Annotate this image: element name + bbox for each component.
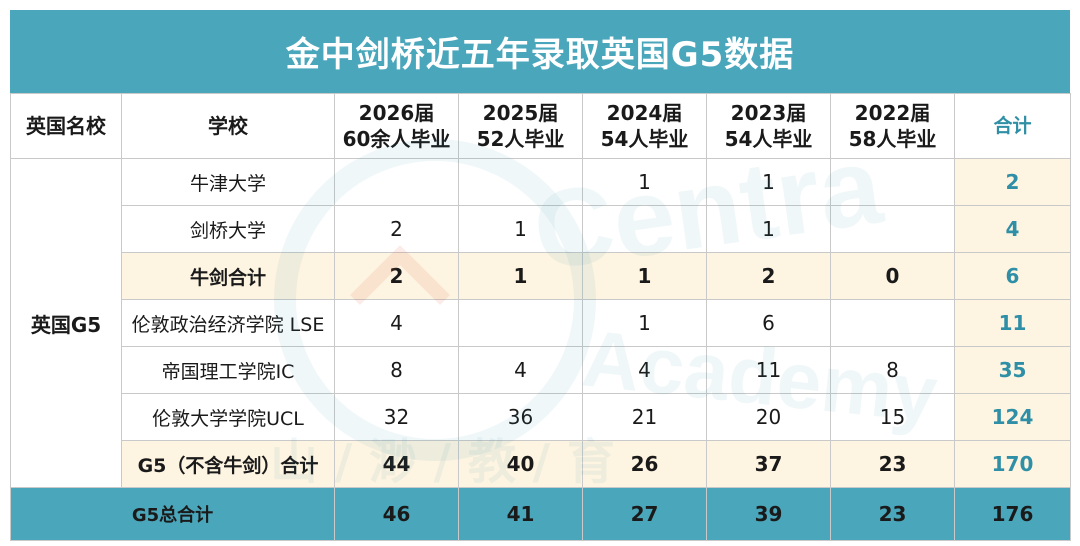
value-cell xyxy=(830,205,955,253)
value-cell xyxy=(458,158,583,206)
value-cell: 21 xyxy=(582,393,707,441)
value-cell xyxy=(582,205,707,253)
header-grads-label: 54人毕业 xyxy=(724,127,813,151)
school-name: 剑桥大学 xyxy=(121,205,335,253)
total-cell: 35 xyxy=(954,346,1071,394)
value-cell: 4 xyxy=(334,299,459,347)
table-row: 伦敦政治经济学院 LSE 4 1 6 11 xyxy=(11,299,1071,347)
total-cell: 6 xyxy=(954,252,1071,300)
header-grads-label: 58人毕业 xyxy=(848,127,937,151)
grand-total-value: 41 xyxy=(458,487,583,541)
total-cell: 2 xyxy=(954,158,1071,206)
value-cell: 1 xyxy=(706,205,831,253)
value-cell: 15 xyxy=(830,393,955,441)
value-cell: 23 xyxy=(830,440,955,488)
total-cell: 4 xyxy=(954,205,1071,253)
header-year-label: 2022届 xyxy=(854,101,931,125)
value-cell: 1 xyxy=(458,252,583,300)
value-cell: 1 xyxy=(582,299,707,347)
total-cell: 124 xyxy=(954,393,1071,441)
header-grads-label: 60余人毕业 xyxy=(342,127,451,151)
school-name: 牛津大学 xyxy=(121,158,335,206)
value-cell: 4 xyxy=(582,346,707,394)
header-school: 学校 xyxy=(121,93,335,159)
value-cell: 26 xyxy=(582,440,707,488)
grand-total-value: 27 xyxy=(582,487,707,541)
header-year-label: 2025届 xyxy=(482,101,559,125)
value-cell: 11 xyxy=(706,346,831,394)
school-name: 伦敦大学学院UCL xyxy=(121,393,335,441)
grand-total-label: G5总合计 xyxy=(10,487,335,541)
value-cell: 37 xyxy=(706,440,831,488)
total-cell: 170 xyxy=(954,440,1071,488)
header-category: 英国名校 xyxy=(10,93,122,159)
header-year: 2024届 54人毕业 xyxy=(582,93,707,159)
value-cell xyxy=(830,158,955,206)
grand-total-row: G5总合计 46 41 27 39 23 176 xyxy=(10,487,1071,541)
header-year: 2025届 52人毕业 xyxy=(458,93,583,159)
total-cell: 11 xyxy=(954,299,1071,347)
header-year: 2026届 60余人毕业 xyxy=(334,93,459,159)
school-name: 伦敦政治经济学院 LSE xyxy=(121,299,335,347)
group-label: 英国G5 xyxy=(10,158,122,488)
subtotal-row: 牛剑合计 2 1 1 2 0 6 xyxy=(11,252,1071,300)
value-cell: 2 xyxy=(334,252,459,300)
value-cell: 8 xyxy=(830,346,955,394)
school-name: 牛剑合计 xyxy=(121,252,335,300)
table-row: 英国G5 牛津大学 1 1 2 xyxy=(10,158,1071,488)
value-cell: 1 xyxy=(582,252,707,300)
header-year-label: 2023届 xyxy=(730,101,807,125)
value-cell: 1 xyxy=(706,158,831,206)
school-name: G5（不含牛剑）合计 xyxy=(121,440,335,488)
table-row: 剑桥大学 2 1 1 4 xyxy=(11,205,1071,253)
grand-total-value: 46 xyxy=(334,487,459,541)
header-year: 2022届 58人毕业 xyxy=(830,93,955,159)
header-year: 2023届 54人毕业 xyxy=(706,93,831,159)
header-total: 合计 xyxy=(954,93,1071,159)
table-row: 伦敦大学学院UCL 32 36 21 20 15 124 xyxy=(11,393,1071,441)
grand-total-value: 39 xyxy=(706,487,831,541)
admissions-table: 英国名校 学校 2026届 60余人毕业 2025届 52人毕业 2024届 54人毕… xyxy=(10,93,1071,541)
header-row: 英国名校 学校 2026届 60余人毕业 2025届 52人毕业 2024届 54人毕… xyxy=(10,93,1071,159)
value-cell: 40 xyxy=(458,440,583,488)
value-cell: 1 xyxy=(582,158,707,206)
page-title: 金中剑桥近五年录取英国G5数据 xyxy=(10,10,1070,93)
grand-total-sum: 176 xyxy=(954,487,1071,541)
header-year-label: 2024届 xyxy=(606,101,683,125)
value-cell: 2 xyxy=(334,205,459,253)
value-cell: 1 xyxy=(458,205,583,253)
school-name: 帝国理工学院IC xyxy=(121,346,335,394)
header-grads-label: 54人毕业 xyxy=(600,127,689,151)
value-cell: 44 xyxy=(334,440,459,488)
value-cell xyxy=(458,299,583,347)
value-cell xyxy=(830,299,955,347)
value-cell: 6 xyxy=(706,299,831,347)
table-row: 帝国理工学院IC 8 4 4 11 8 35 xyxy=(11,346,1071,394)
value-cell: 20 xyxy=(706,393,831,441)
value-cell: 36 xyxy=(458,393,583,441)
value-cell: 4 xyxy=(458,346,583,394)
value-cell: 8 xyxy=(334,346,459,394)
value-cell: 2 xyxy=(706,252,831,300)
subtotal-row: G5（不含牛剑）合计 44 40 26 37 23 170 xyxy=(11,440,1071,488)
value-cell xyxy=(334,158,459,206)
grand-total-value: 23 xyxy=(830,487,955,541)
header-year-label: 2026届 xyxy=(358,101,435,125)
header-grads-label: 52人毕业 xyxy=(476,127,565,151)
value-cell: 32 xyxy=(334,393,459,441)
value-cell: 0 xyxy=(830,252,955,300)
